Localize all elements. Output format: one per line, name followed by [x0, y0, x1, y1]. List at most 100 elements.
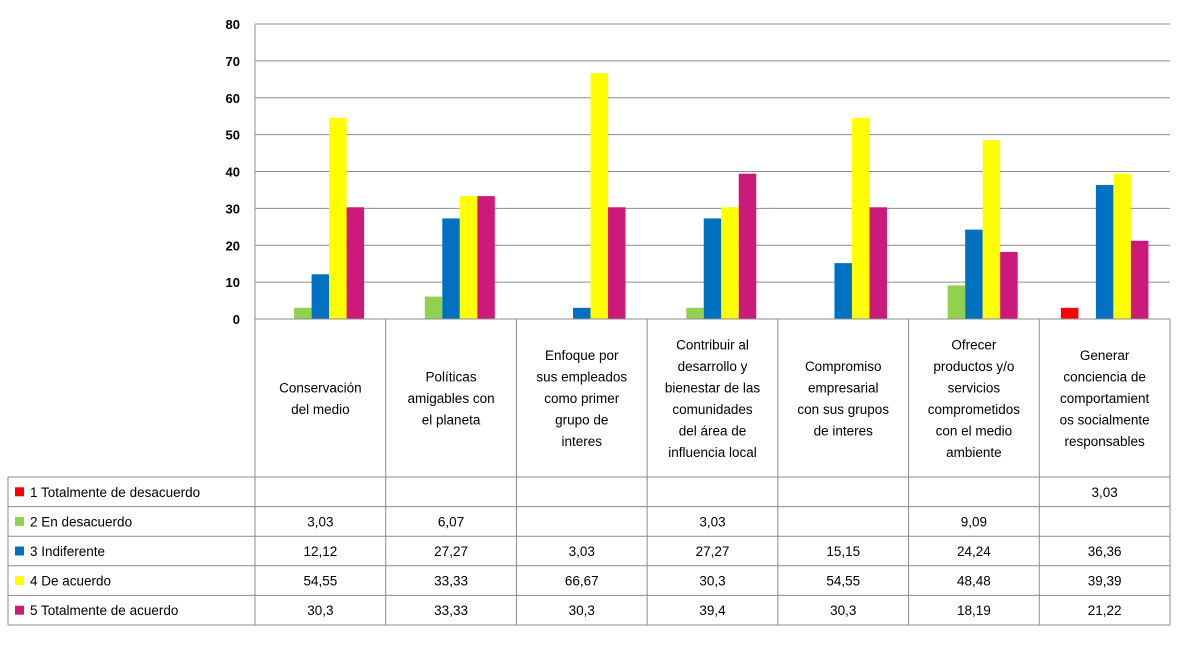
- bar: [965, 229, 983, 319]
- category-label: Contribuir al: [676, 337, 749, 352]
- legend-label: 4 De acuerdo: [30, 574, 111, 589]
- bar: [834, 263, 852, 319]
- category-label: bienestar de las: [665, 380, 761, 395]
- category-label: interes: [562, 434, 603, 449]
- table-cell-value: 27,27: [434, 544, 468, 559]
- bar: [738, 173, 757, 319]
- y-tick-label: 0: [233, 312, 240, 327]
- bar: [294, 307, 312, 319]
- category-label: empresarial: [808, 380, 879, 395]
- category-label: Ofrecer: [951, 337, 997, 352]
- category-label: del área de: [679, 423, 747, 438]
- table-cell-value: 9,09: [961, 514, 987, 529]
- table-cell-value: 3,03: [569, 544, 595, 559]
- data-table: Conservación del medio Políticas amigables …: [7, 318, 1171, 626]
- table-cell-value: 54,55: [826, 574, 860, 589]
- table-cell-value: 66,67: [565, 574, 599, 589]
- legend-swatch: [15, 516, 24, 526]
- table-cell-value: 48,48: [957, 574, 991, 589]
- y-tick-label: 50: [226, 128, 240, 143]
- bar: [851, 117, 870, 319]
- bar: [947, 285, 966, 319]
- table-cell-value: 27,27: [696, 544, 730, 559]
- bar: [1113, 173, 1131, 319]
- category-label: Políticas: [426, 370, 477, 385]
- category-label: de interes: [814, 423, 874, 438]
- bar: [424, 296, 443, 319]
- y-tick-label: 20: [226, 238, 240, 253]
- category-label: comprometidos: [928, 402, 1021, 417]
- y-tick-label: 30: [226, 201, 240, 216]
- table-cell-value: 33,33: [434, 603, 468, 618]
- category-label: como primer: [544, 391, 620, 406]
- bar: [686, 307, 704, 319]
- bar: [442, 218, 460, 319]
- bar: [346, 207, 365, 319]
- y-tick-label: 70: [226, 54, 240, 69]
- table-cell-value: 36,36: [1088, 544, 1122, 559]
- category-label: conciencia de: [1063, 370, 1146, 385]
- bar: [459, 196, 478, 319]
- legend-swatch: [15, 605, 24, 615]
- bar: [1130, 240, 1149, 319]
- y-axis: 0 10 20 30 40 50 60 70 80: [226, 17, 256, 327]
- bar: [590, 73, 609, 319]
- table-cell-value: 3,03: [1092, 485, 1118, 500]
- bar: [869, 207, 887, 319]
- category-label: Conservación: [279, 380, 362, 395]
- y-tick-label: 10: [226, 275, 240, 290]
- table-cell-value: 33,33: [434, 574, 468, 589]
- table-cell-value: 30,3: [307, 603, 333, 618]
- category-label: responsables: [1064, 434, 1145, 449]
- category-label: del medio: [291, 402, 350, 417]
- legend-label: 2 En desacuerdo: [30, 514, 132, 529]
- table-cell-value: 30,3: [830, 603, 856, 618]
- table-cell-value: 3,03: [307, 514, 333, 529]
- category-label: Enfoque por: [545, 348, 619, 363]
- bar: [477, 196, 495, 319]
- y-tick-label: 80: [226, 17, 240, 32]
- category-label: influencia local: [668, 445, 757, 460]
- legend-swatch: [15, 576, 24, 586]
- category-label: con sus grupos: [797, 402, 889, 417]
- table-cell-value: 6,07: [438, 514, 464, 529]
- bar: [329, 117, 347, 319]
- table-cell-value: 39,4: [699, 603, 726, 618]
- bar: [1000, 251, 1018, 319]
- category-label: Compromiso: [805, 359, 882, 374]
- legend-swatch: [15, 546, 24, 556]
- table-cell-value: 30,3: [569, 603, 595, 618]
- category-label: amigables con: [408, 391, 495, 406]
- table-cell-value: 24,24: [957, 544, 991, 559]
- table-cell-value: 54,55: [303, 574, 337, 589]
- category-label: Generar: [1080, 348, 1130, 363]
- category-label: grupo de: [555, 413, 608, 428]
- table-cell-value: 30,3: [699, 574, 725, 589]
- y-tick-label: 60: [226, 91, 240, 106]
- legend-label: 1 Totalmente de desacuerdo: [30, 485, 200, 500]
- table-cell-value: 21,22: [1088, 603, 1122, 618]
- bar: [1060, 307, 1079, 319]
- category-label: el planeta: [422, 413, 481, 428]
- table-cell-value: 12,12: [303, 544, 337, 559]
- gridlines: [255, 23, 1170, 283]
- category-label: sus empleados: [536, 370, 627, 385]
- category-label: os socialmente: [1060, 413, 1150, 428]
- table-cell-value: 39,39: [1088, 574, 1122, 589]
- bar: [311, 274, 330, 319]
- bar: [703, 218, 722, 319]
- bar: [721, 207, 739, 319]
- legend-label: 3 Indiferente: [30, 544, 105, 559]
- category-label: comportamient: [1060, 391, 1150, 406]
- legend-swatch: [15, 487, 24, 497]
- category-label: ambiente: [946, 445, 1002, 460]
- category-label: con el medio: [936, 423, 1013, 438]
- category-label: desarrollo y: [678, 359, 748, 374]
- bar: [982, 140, 1001, 319]
- bar: [573, 307, 591, 319]
- category-label: comunidades: [672, 402, 753, 417]
- legend-label: 5 Totalmente de acuerdo: [30, 603, 178, 618]
- category-label: productos y/o: [933, 359, 1014, 374]
- category-label: servicios: [948, 380, 1001, 395]
